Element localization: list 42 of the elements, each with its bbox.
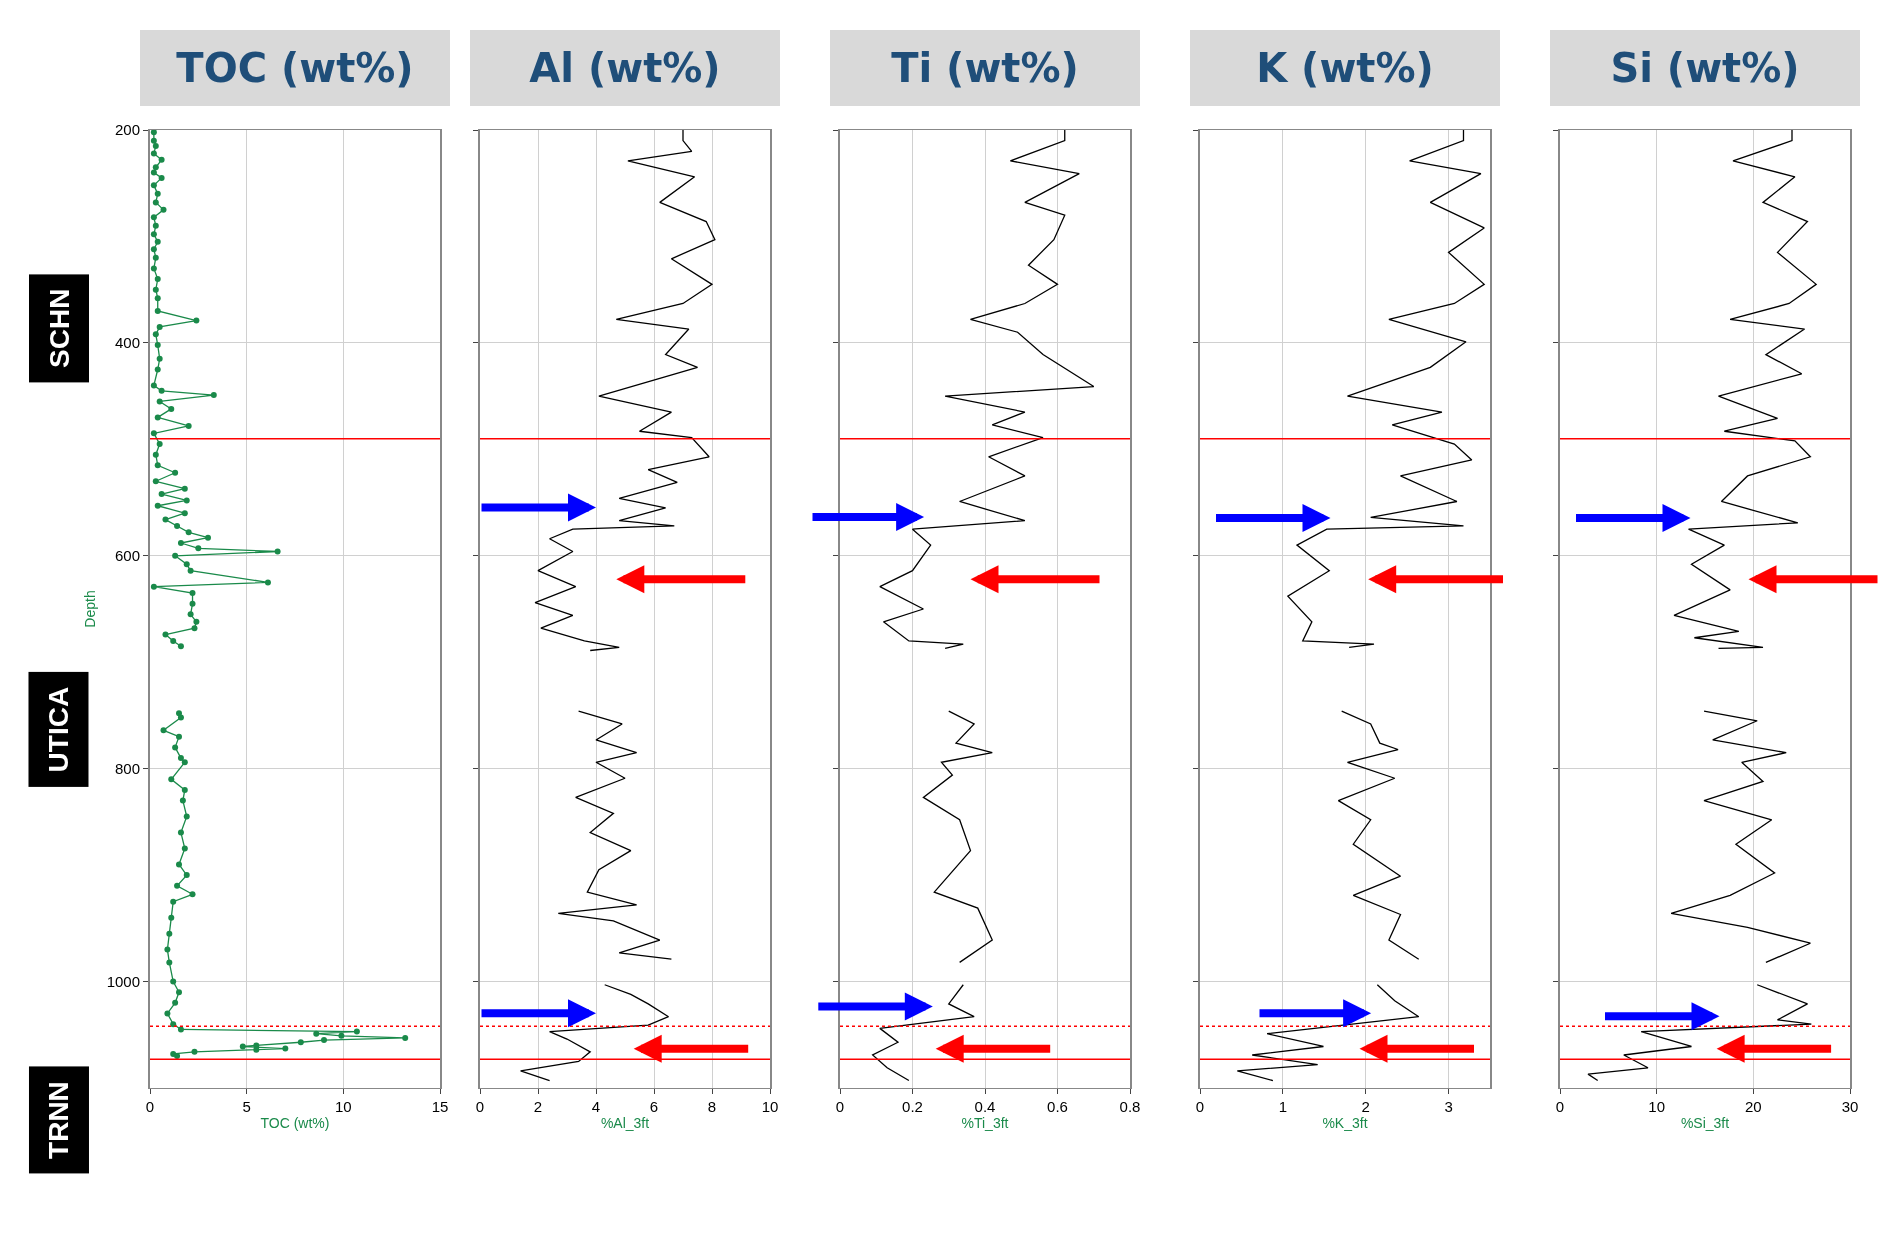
x-tick-label: 0.4	[974, 1098, 996, 1115]
x-axis-title: %K_3ft	[1322, 1115, 1368, 1132]
x-axis-title: TOC (wt%)	[260, 1115, 330, 1132]
y-tick-label: 800	[114, 759, 140, 777]
x-tick-label: 4	[591, 1098, 601, 1115]
x-tick-label: 0	[145, 1098, 155, 1115]
chart-title: Si (wt%)	[1550, 30, 1860, 106]
text: TRNN	[43, 1081, 75, 1159]
chart-title: K (wt%)	[1190, 30, 1500, 106]
x-axis-title: %Al_3ft	[600, 1115, 650, 1132]
x-tick-label: 0	[1555, 1098, 1565, 1115]
chart-title: Ti (wt%)	[830, 30, 1140, 106]
x-tick-label: 0	[835, 1098, 845, 1115]
x-axis-title: %Si_3ft	[1680, 1115, 1730, 1132]
x-tick-label: 30	[1841, 1098, 1859, 1115]
x-tick-label: 2	[1361, 1098, 1370, 1115]
x-tick-label: 0	[1195, 1098, 1205, 1115]
x-tick-label: 0.8	[1119, 1098, 1141, 1115]
x-tick-label: 10	[1648, 1098, 1666, 1115]
y-tick-label: 600	[114, 547, 140, 565]
chart-title: TOC (wt%)	[140, 30, 450, 106]
y-axis-title: Depth	[81, 590, 98, 628]
x-tick-label: 3	[1444, 1098, 1453, 1115]
x-tick-label: 5	[242, 1098, 251, 1115]
x-tick-label: 2	[533, 1098, 543, 1115]
x-tick-label: 10	[761, 1098, 779, 1115]
x-tick-label: 8	[707, 1098, 717, 1115]
chart-title: Al (wt%)	[470, 30, 780, 106]
x-tick-label: 0.6	[1047, 1098, 1068, 1115]
x-tick-label: 15	[431, 1098, 449, 1115]
x-tick-label: 0	[475, 1098, 485, 1115]
y-tick-label: 1000	[106, 972, 140, 990]
y-tick-label: 200	[114, 121, 140, 139]
text: SCHN	[43, 288, 75, 368]
x-axis-title: %Ti_3ft	[961, 1115, 1009, 1132]
y-tick-label: 400	[114, 334, 140, 352]
x-tick-label: 20	[1744, 1098, 1762, 1115]
x-tick-label: 6	[649, 1098, 659, 1115]
x-tick-label: 10	[334, 1098, 352, 1115]
text: UTICA	[42, 686, 74, 773]
x-tick-label: 1	[1278, 1098, 1288, 1115]
x-tick-label: 0.2	[902, 1098, 923, 1115]
